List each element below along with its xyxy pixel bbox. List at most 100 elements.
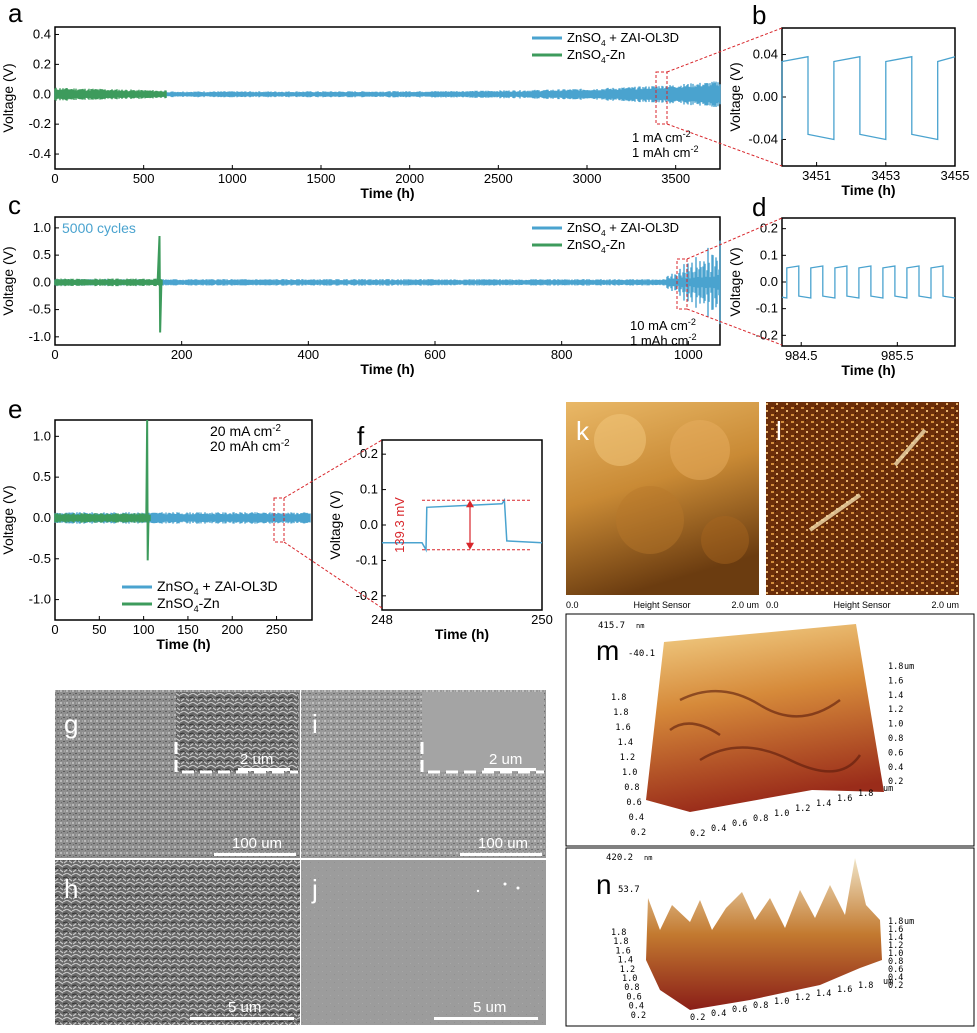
afm-left-tick: 1.4 — [618, 738, 633, 748]
afm-right-tick: 1.8 — [888, 917, 903, 927]
chart-e: 0 50 100 150 200 250 -1.0 -0.5 0.0 0.5 1.0 Time (h)… — [0, 394, 313, 652]
x-tick-label: 985.5 — [881, 348, 914, 363]
y-axis-label: Voltage (V) — [327, 490, 343, 559]
afm-left-tick: 1.6 — [615, 946, 630, 956]
sem-inset-i — [422, 692, 544, 772]
y-axis-label: Voltage (V) — [0, 485, 16, 554]
afm-left-tick: 0.4 — [629, 813, 644, 823]
afm-grain — [670, 420, 730, 480]
legend-label: ZnSO4-Zn — [157, 595, 220, 614]
y-tick-label: 0.4 — [33, 26, 51, 41]
afm-zmax-unit-n: nm — [644, 854, 652, 862]
y-tick-label: 0.2 — [360, 446, 378, 461]
legend-label: ZnSO4 + ZAI-OL3D — [567, 30, 679, 48]
afm-surface-n — [646, 858, 882, 1010]
sem-image-h — [55, 860, 300, 1025]
sem-particle — [516, 886, 520, 890]
series-line-zn — [54, 513, 151, 523]
y-tick-label: 1.0 — [33, 220, 51, 235]
x-tick-label: 150 — [177, 622, 199, 637]
y-tick-label: -0.2 — [356, 588, 378, 603]
afm-bottom-tick: 1.2 — [795, 993, 810, 1003]
y-tick-label: -1.0 — [29, 329, 51, 344]
x-tick-label: 248 — [371, 612, 393, 627]
legend-entry-zn: ZnSO4-Zn — [122, 595, 220, 614]
sem-letter-h: h — [64, 874, 78, 904]
zoom-line-e-top — [283, 439, 383, 499]
y-axis-label: Voltage (V) — [0, 246, 16, 315]
legend-label: ZnSO4 + ZAI-OL3D — [157, 578, 278, 597]
x-tick-label: 0 — [51, 171, 58, 186]
x-tick-label: 1000 — [674, 347, 703, 362]
y-tick-label: -0.1 — [756, 301, 778, 316]
afm-right-tick: 1.0 — [888, 720, 903, 730]
afm-zmin-n: 53.7 — [618, 885, 640, 895]
sem-inset-frame-g — [174, 742, 298, 774]
y-tick-label: 0.1 — [360, 482, 378, 497]
afm-letter-m: m — [596, 635, 619, 666]
afm-left-tick: 1.4 — [618, 956, 633, 966]
panel-letter-e: e — [8, 394, 22, 424]
current-density-annotation: 20 mAh cm-2 — [210, 438, 290, 454]
afm-bottom-tick: 1.0 — [774, 997, 789, 1007]
panel-letter-f: f — [357, 421, 365, 451]
afm-grain — [701, 516, 749, 564]
afm-bottom-tick: 1.4 — [816, 989, 831, 999]
x-tick-label: 400 — [297, 347, 319, 362]
afm-right-tick: 1.4 — [888, 933, 903, 943]
y-tick-label: 0.0 — [33, 274, 51, 289]
zoom-line-a-top — [666, 27, 783, 73]
afm-right-tick: 0.8 — [888, 957, 903, 967]
afm-bottom-tick: 0.4 — [711, 1009, 726, 1019]
sem-scalebar-g — [214, 853, 296, 856]
sem-panel-j: j 5 um — [301, 860, 546, 1025]
x-tick-label: 1000 — [218, 171, 247, 186]
y-tick-label: 0.5 — [33, 469, 51, 484]
x-tick-label: 3500 — [661, 171, 690, 186]
afm-panel-m: m 415.7 nm -40.1 1.81.81.61.41.21.00.80.… — [565, 613, 975, 847]
y-tick-label: -0.04 — [748, 131, 778, 146]
current-density-annotation: 10 mA cm-2 — [630, 317, 696, 333]
afm-left-tick: 1.6 — [615, 723, 630, 733]
afm-bottom-tick: 1.8 — [858, 981, 873, 991]
afm-left-tick: 1.8 — [613, 708, 628, 718]
sem-scalebar-j — [434, 1017, 538, 1020]
afm-left-tick: 1.0 — [622, 974, 637, 984]
legend-entry-zn: ZnSO4-Zn — [532, 47, 625, 65]
sem-inset-scale-g: 2 um — [240, 751, 273, 768]
afm-bottom-unit: um — [883, 784, 893, 794]
legend-entry-zai: ZnSO4 + ZAI-OL3D — [532, 220, 679, 238]
afm-grain — [616, 486, 684, 554]
afm-image-l — [766, 402, 959, 595]
afm-right-tick: 1.2 — [888, 941, 903, 951]
afm-right-tick: 0.2 — [888, 981, 903, 991]
afm-bright-streak — [808, 493, 862, 532]
afm-bottom-tick: 0.2 — [690, 829, 705, 839]
afm-left-tick: 1.8 — [613, 937, 628, 947]
afm-bottom-tick: 1.8 — [858, 789, 873, 799]
x-tick-label: 250 — [266, 622, 288, 637]
afm-left-ticks-m: 1.8 1.8 1.6 1.4 1.2 1.0 0.8 0.6 0.4 0.2 — [611, 693, 646, 838]
zoom-box-c — [676, 258, 688, 310]
afm-left-tick: 1.8 — [611, 928, 626, 938]
afm-panel-k: k 0.0 Height Sensor 2.0 um — [566, 402, 759, 610]
afm-right-tick: 0.4 — [888, 763, 903, 773]
afm-bottom-tick: 0.4 — [711, 824, 726, 834]
afm-right-tick: 1.4 — [888, 691, 903, 701]
x-tick-label: 0 — [51, 347, 58, 362]
x-tick-label: 984.5 — [785, 348, 818, 363]
afm-left-tick: 1.8 — [611, 693, 626, 703]
panel-letter-d: d — [752, 192, 766, 222]
zoom-box-a — [655, 71, 668, 125]
legend-label: ZnSO4-Zn — [567, 47, 625, 65]
afm-right-ticks-m: 1.8 1.6 1.4 1.2 1.0 0.8 0.6 0.4 0.2 um — [888, 662, 914, 787]
afm-axis-label-k: Height Sensor — [633, 600, 690, 610]
sem-scale-g: 100 um — [232, 835, 282, 852]
y-tick-label: 0.1 — [760, 247, 778, 262]
x-tick-label: 1500 — [307, 171, 336, 186]
chart-d: 984.5 985.5 -0.2 -0.1 0.0 0.1 0.2 Time (h) Volta… — [727, 192, 956, 378]
panel-letter-c: c — [8, 190, 21, 220]
sem-scalebar-h — [190, 1017, 294, 1020]
y-axis-label: Voltage (V) — [727, 62, 743, 131]
sem-particle — [503, 882, 507, 886]
